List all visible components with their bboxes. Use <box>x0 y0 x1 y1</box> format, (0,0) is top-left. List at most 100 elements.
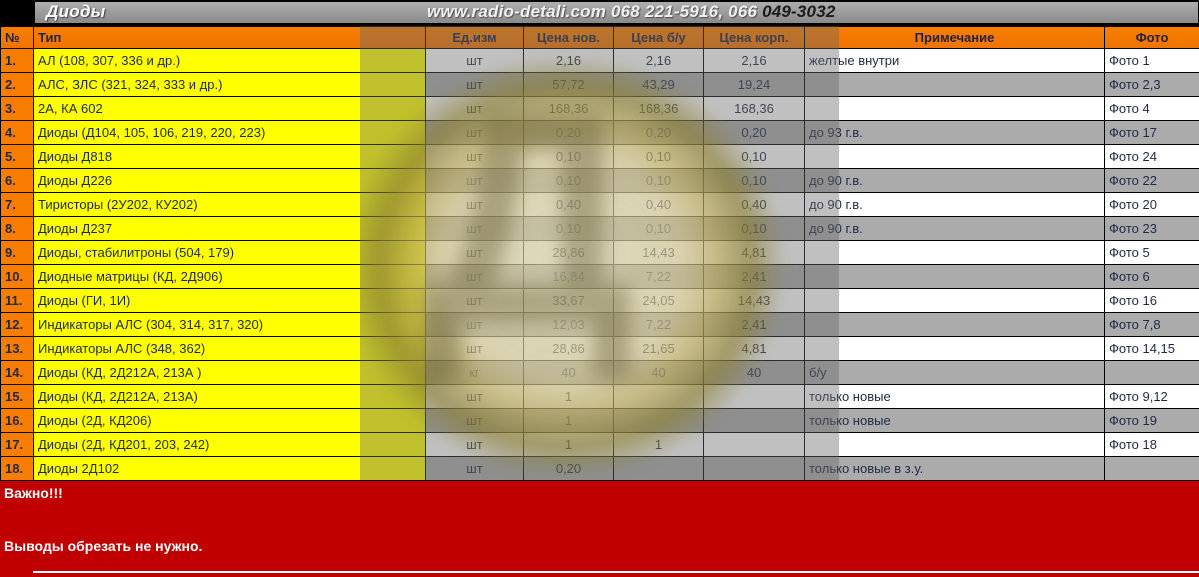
cell-num: 8. <box>0 216 34 241</box>
table-row: 14. Диоды (КД, 2Д212А, 213А ) кг 40 40 40 б/у <box>0 360 1199 385</box>
cell-unit: шт <box>425 216 524 241</box>
cell-unit: шт <box>425 96 524 121</box>
table-row: 16. Диоды (2Д, КД206) шт 1 только новые Фото … <box>0 408 1199 433</box>
cell-note: до 90 г.в. <box>804 216 1105 241</box>
cell-note <box>804 72 1105 97</box>
cell-price_used: 43,29 <box>613 72 704 97</box>
cell-price_new: 2,16 <box>523 48 614 73</box>
cell-price_new: 0,20 <box>523 120 614 145</box>
cell-photo: Фото 14,15 <box>1104 336 1199 361</box>
column-header-price_used: Цена б/у <box>613 26 704 49</box>
table-row: 10. Диодные матрицы (КД, 2Д906) шт 16,84 7,2… <box>0 264 1199 289</box>
cell-price_case: 0,40 <box>703 192 805 217</box>
cell-num: 11. <box>0 288 34 313</box>
cell-price_case <box>703 456 805 481</box>
cell-photo: Фото 5 <box>1104 240 1199 265</box>
cell-price_new: 1 <box>523 432 614 457</box>
table-row: 12. Индикаторы АЛС (304, 314, 317, 320) шт… <box>0 312 1199 337</box>
cell-type: АЛ (108, 307, 336 и др.) <box>33 48 426 73</box>
cell-note <box>804 432 1105 457</box>
cell-photo: Фото 7,8 <box>1104 312 1199 337</box>
cell-unit: шт <box>425 384 524 409</box>
cell-price_new: 33,67 <box>523 288 614 313</box>
table-row: 17. Диоды (2Д, КД201, 203, 242) шт 1 1 Фото 1… <box>0 432 1199 457</box>
cell-note: только новые <box>804 384 1105 409</box>
cell-price_used: 2,16 <box>613 48 704 73</box>
cell-price_case: 0,10 <box>703 168 805 193</box>
table-row: 9. Диоды, стабилитроны (504, 179) шт 28,86 1… <box>0 240 1199 265</box>
cell-num: 2. <box>0 72 34 97</box>
cell-price_used: 24,05 <box>613 288 704 313</box>
page-title: Диоды <box>46 2 106 21</box>
cell-unit: шт <box>425 168 524 193</box>
cell-price_case: 40 <box>703 360 805 385</box>
cell-note <box>804 96 1105 121</box>
cell-price_new: 0,40 <box>523 192 614 217</box>
cell-type: АЛС, ЗЛС (321, 324, 333 и др.) <box>33 72 426 97</box>
cell-price_used: 14,43 <box>613 240 704 265</box>
cell-price_new: 28,86 <box>523 240 614 265</box>
cell-num: 7. <box>0 192 34 217</box>
cell-price_case: 2,41 <box>703 312 805 337</box>
cell-photo: Фото 4 <box>1104 96 1199 121</box>
cell-price_used: 0,20 <box>613 120 704 145</box>
cell-type: Диоды Д226 <box>33 168 426 193</box>
cell-note: только новые в з.у. <box>804 456 1105 481</box>
table-row: 18. Диоды 2Д102 шт 0,20 только новые в з.у. <box>0 456 1199 481</box>
cell-price_used: 7,22 <box>613 312 704 337</box>
cell-type: Диоды 2Д102 <box>33 456 426 481</box>
cell-price_new: 12,03 <box>523 312 614 337</box>
cell-note: до 90 г.в. <box>804 168 1105 193</box>
cell-price_case: 4,81 <box>703 336 805 361</box>
table-row: 5. Диоды Д818 шт 0,10 0,10 0,10 Фото 24 <box>0 144 1199 169</box>
cell-photo: Фото 20 <box>1104 192 1199 217</box>
cell-photo: Фото 1 <box>1104 48 1199 73</box>
cell-unit: шт <box>425 408 524 433</box>
footer-underline <box>33 571 1199 573</box>
cell-price_new: 28,86 <box>523 336 614 361</box>
column-header-type: Тип <box>33 26 426 49</box>
cell-photo: Фото 18 <box>1104 432 1199 457</box>
cell-photo <box>1104 360 1199 385</box>
table-row: 13. Индикаторы АЛС (348, 362) шт 28,86 21,65… <box>0 336 1199 361</box>
cell-type: Тиристоры (2У202, КУ202) <box>33 192 426 217</box>
cell-price_new: 16,84 <box>523 264 614 289</box>
cell-price_new: 168,36 <box>523 96 614 121</box>
cell-type: Диоды (КД, 2Д212А, 213А) <box>33 384 426 409</box>
column-header-photo: Фото <box>1104 26 1199 49</box>
column-header-num: № <box>0 26 34 49</box>
cell-price_used: 1 <box>613 432 704 457</box>
cell-num: 18. <box>0 456 34 481</box>
cell-unit: кг <box>425 360 524 385</box>
column-header-note: Примечание <box>804 26 1105 49</box>
cell-unit: шт <box>425 336 524 361</box>
cell-num: 5. <box>0 144 34 169</box>
cell-price_used: 21,65 <box>613 336 704 361</box>
cell-price_case: 19,24 <box>703 72 805 97</box>
cell-num: 10. <box>0 264 34 289</box>
cell-type: Диоды (2Д, КД206) <box>33 408 426 433</box>
table-row: 1. АЛ (108, 307, 336 и др.) шт 2,16 2,16 2,16… <box>0 48 1199 73</box>
cell-photo: Фото 16 <box>1104 288 1199 313</box>
cell-photo: Фото 22 <box>1104 168 1199 193</box>
cell-unit: шт <box>425 456 524 481</box>
cell-num: 12. <box>0 312 34 337</box>
column-header-unit: Ед.изм <box>425 26 524 49</box>
cell-type: Диоды Д818 <box>33 144 426 169</box>
cell-unit: шт <box>425 240 524 265</box>
cell-photo: Фото 19 <box>1104 408 1199 433</box>
cell-type: Диоды (КД, 2Д212А, 213А ) <box>33 360 426 385</box>
title-bar-background <box>35 2 1198 23</box>
cell-type: Индикаторы АЛС (348, 362) <box>33 336 426 361</box>
cell-note: до 90 г.в. <box>804 192 1105 217</box>
cell-price_case: 168,36 <box>703 96 805 121</box>
cell-price_case <box>703 384 805 409</box>
cell-note <box>804 264 1105 289</box>
column-header-price_case: Цена корп. <box>703 26 805 49</box>
cell-type: Диодные матрицы (КД, 2Д906) <box>33 264 426 289</box>
table-row: 7. Тиристоры (2У202, КУ202) шт 0,40 0,40 0,40… <box>0 192 1199 217</box>
cell-price_new: 0,20 <box>523 456 614 481</box>
cell-price_used <box>613 456 704 481</box>
table-row: 11. Диоды (ГИ, 1И) шт 33,67 24,05 14,43 Фото 1… <box>0 288 1199 313</box>
title-bar: Диоды www.radio-detali.com 068 221-5916,… <box>0 0 1199 26</box>
